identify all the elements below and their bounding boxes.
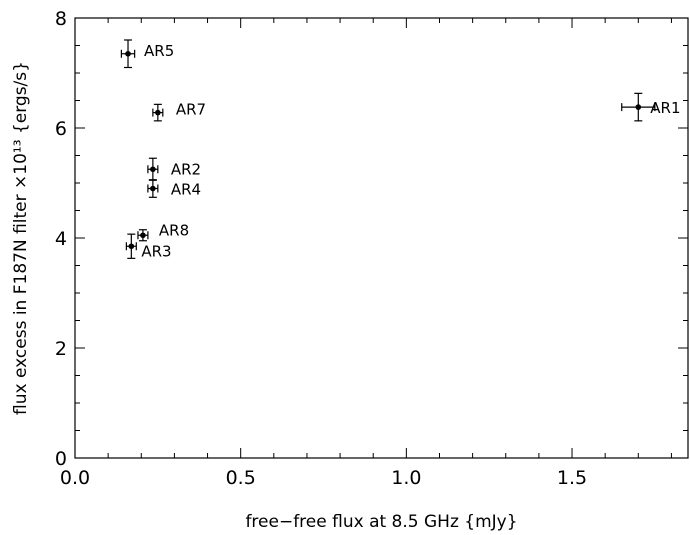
y-tick-label: 4 — [55, 228, 67, 250]
x-tick-label: 0.5 — [226, 467, 256, 489]
data-point-ar4: AR4 — [147, 179, 201, 199]
point-label: AR2 — [171, 160, 201, 178]
y-tick-label: 6 — [55, 118, 67, 140]
point-marker — [140, 232, 146, 239]
point-marker — [125, 50, 131, 57]
point-label: AR1 — [650, 99, 680, 117]
point-label: AR5 — [144, 42, 174, 60]
point-marker — [635, 104, 642, 110]
data-points: AR1 AR2 AR3 AR4 AR5 AR7 AR8 — [120, 39, 681, 260]
x-tick-label: 0.0 — [60, 467, 90, 489]
point-label: AR4 — [171, 181, 201, 199]
y-tick-label: 8 — [55, 8, 67, 30]
data-point-ar7: AR7 — [152, 101, 206, 122]
point-marker — [128, 243, 135, 250]
point-label: AR7 — [176, 101, 206, 119]
y-axis-label: flux excess in F187N filter ×10¹³ {ergs/… — [11, 61, 31, 415]
data-point-ar3: AR3 — [125, 233, 172, 260]
x-tick-label: 1.5 — [557, 467, 587, 489]
x-tick-label: 1.0 — [391, 467, 421, 489]
point-label: AR8 — [159, 221, 189, 239]
y-tick-label: 2 — [55, 338, 67, 360]
data-point-ar1: AR1 — [621, 92, 681, 122]
data-point-ar2: AR2 — [147, 157, 201, 181]
data-point-ar5: AR5 — [120, 39, 174, 69]
axis-ticks: 0.0 0.5 1.0 1.5 0 2 4 6 8 — [55, 8, 688, 489]
data-point-ar8: AR8 — [137, 221, 189, 242]
point-marker — [150, 166, 156, 173]
x-axis-label: free−free flux at 8.5 GHz {mJy} — [245, 512, 517, 532]
point-marker — [150, 185, 156, 192]
point-marker — [155, 109, 161, 116]
y-tick-label: 0 — [55, 448, 67, 470]
point-label: AR3 — [141, 242, 171, 260]
